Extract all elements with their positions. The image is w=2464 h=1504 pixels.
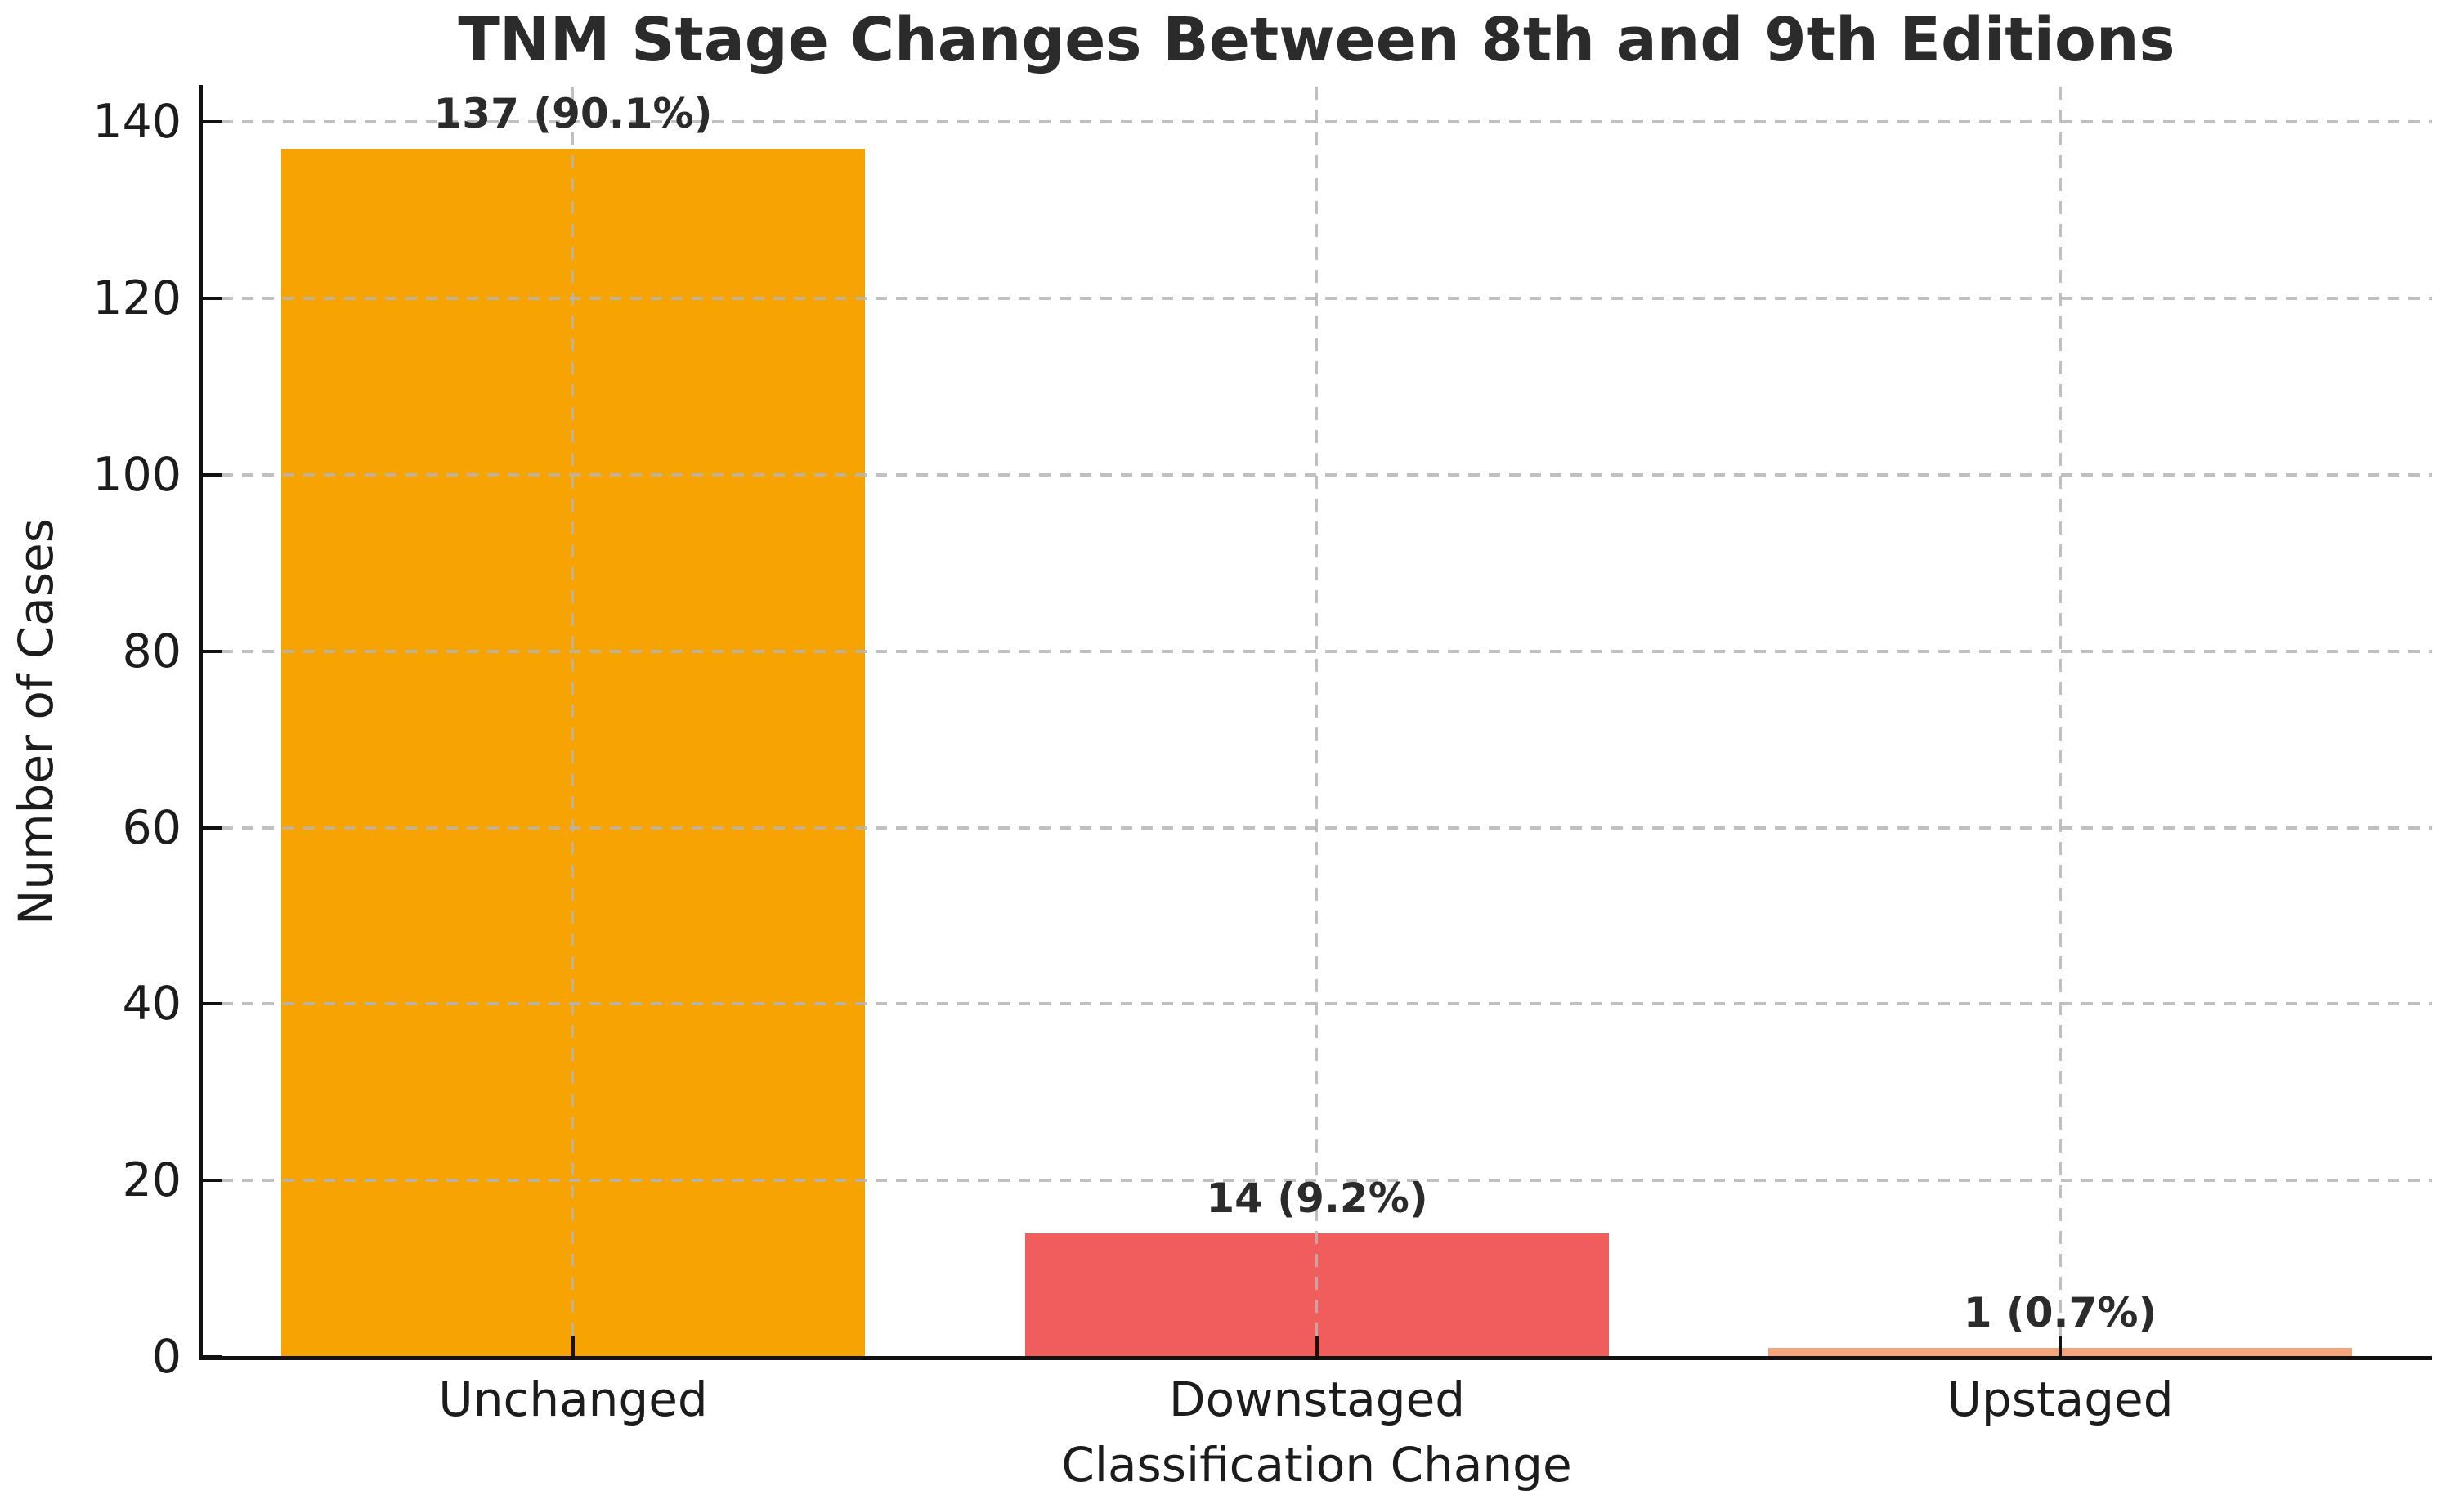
y-tick-mark-60 bbox=[201, 826, 222, 830]
x-tick-label-unchanged: Unchanged bbox=[438, 1372, 708, 1427]
y-tick-label-0: 0 bbox=[151, 1330, 181, 1384]
bar-value-label-downstaged: 14 (9.2%) bbox=[1206, 1175, 1428, 1222]
y-axis-label: Number of Cases bbox=[8, 518, 64, 925]
x-tick-mark-upstaged bbox=[2059, 1336, 2062, 1357]
y-tick-mark-20 bbox=[201, 1179, 222, 1183]
x-tick-label-downstaged: Downstaged bbox=[1168, 1372, 1466, 1427]
x-tick-label-upstaged: Upstaged bbox=[1947, 1372, 2174, 1427]
v-gridline-unchanged bbox=[571, 87, 574, 1357]
y-tick-label-60: 60 bbox=[122, 800, 181, 855]
bar-labels-layer: 137 (90.1%) 14 (9.2%) 1 (0.7%) bbox=[201, 87, 2432, 1357]
y-axis-spine bbox=[199, 85, 203, 1360]
v-gridline-upstaged bbox=[2059, 87, 2062, 1357]
y-tick-label-100: 100 bbox=[92, 447, 181, 502]
x-axis-label: Classification Change bbox=[1061, 1437, 1572, 1493]
y-tick-mark-140 bbox=[201, 120, 222, 124]
x-tick-mark-unchanged bbox=[571, 1336, 575, 1357]
y-tick-mark-40 bbox=[201, 1002, 222, 1006]
y-tick-label-120: 120 bbox=[92, 271, 181, 325]
bar-value-label-upstaged: 1 (0.7%) bbox=[1963, 1289, 2157, 1336]
v-gridline-downstaged bbox=[1315, 87, 1318, 1357]
y-tick-label-20: 20 bbox=[122, 1153, 181, 1208]
y-tick-label-80: 80 bbox=[122, 624, 181, 678]
y-tick-mark-80 bbox=[201, 649, 222, 653]
x-axis-spine bbox=[199, 1356, 2432, 1360]
bar-value-label-unchanged: 137 (90.1%) bbox=[433, 90, 713, 137]
y-tick-mark-100 bbox=[201, 472, 222, 477]
y-tick-mark-120 bbox=[201, 297, 222, 300]
chart-title: TNM Stage Changes Between 8th and 9th Ed… bbox=[458, 5, 2175, 75]
y-tick-label-40: 40 bbox=[122, 977, 181, 1032]
gridlines-layer bbox=[201, 87, 2432, 1357]
y-tick-label-140: 140 bbox=[92, 95, 181, 150]
x-tick-mark-downstaged bbox=[1315, 1336, 1319, 1357]
plot-area: 137 (90.1%) 14 (9.2%) 1 (0.7%) bbox=[201, 87, 2432, 1359]
